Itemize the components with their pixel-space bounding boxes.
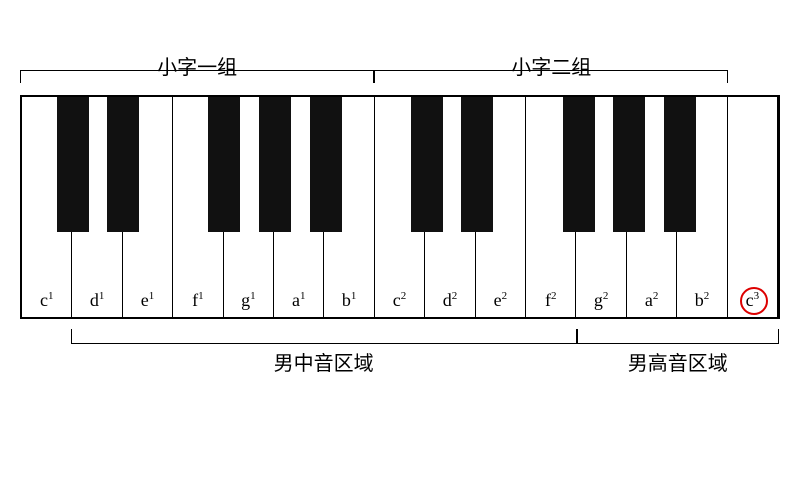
key-label: g2	[576, 290, 625, 311]
black-key	[208, 97, 240, 232]
key-label: e1	[123, 290, 172, 311]
black-key	[461, 97, 493, 232]
key-label: c1	[22, 290, 71, 311]
key-label: g1	[224, 290, 273, 311]
key-label: f1	[173, 290, 222, 311]
black-key	[107, 97, 139, 232]
black-key	[613, 97, 645, 232]
range-label: 男中音区域	[71, 347, 577, 376]
key-label: c2	[375, 290, 424, 311]
key-label: d1	[72, 290, 121, 311]
black-key	[310, 97, 342, 232]
black-key	[259, 97, 291, 232]
key-label: e2	[476, 290, 525, 311]
octave-label: 小字二组	[374, 51, 728, 80]
key-label: b2	[677, 290, 726, 311]
octave-bracket: 小字二组	[374, 70, 728, 83]
white-key-c3: c3	[728, 97, 778, 317]
range-bracket: 男高音区域	[577, 329, 779, 344]
key-label: b1	[324, 290, 373, 311]
key-label: d2	[425, 290, 474, 311]
black-key	[563, 97, 595, 232]
range-label: 男高音区域	[577, 347, 779, 376]
black-key	[664, 97, 696, 232]
keyboard: c1d1e1f1g1a1b1c2d2e2f2g2a2b2c3	[20, 95, 780, 319]
black-key	[57, 97, 89, 232]
key-label: a2	[627, 290, 676, 311]
octave-label: 小字一组	[20, 51, 374, 80]
black-key	[411, 97, 443, 232]
octave-bracket: 小字一组	[20, 70, 374, 83]
key-label: a1	[274, 290, 323, 311]
range-bracket: 男中音区域	[71, 329, 577, 344]
key-label: f2	[526, 290, 575, 311]
